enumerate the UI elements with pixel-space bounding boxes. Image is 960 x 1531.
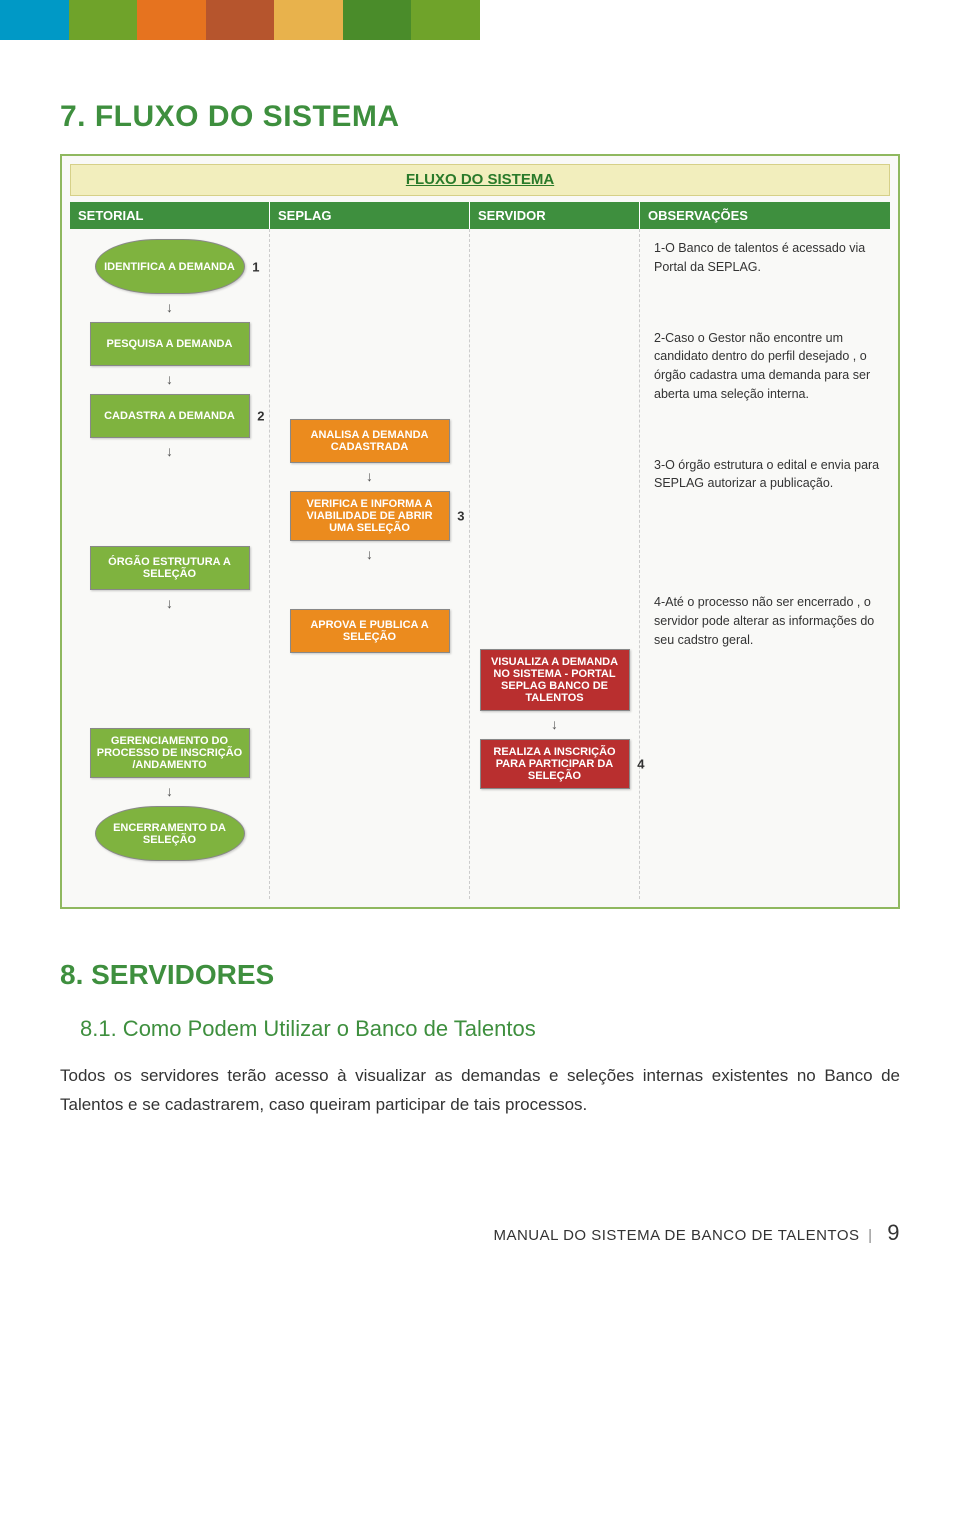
obs-text-1: 1-O Banco de talentos é acessado via Por… [654, 239, 880, 277]
footer-text: MANUAL DO SISTEMA DE BANCO DE TALENTOS [493, 1227, 859, 1244]
node-analisa-demanda: ANALISA A DEMANDA CADASTRADA [290, 419, 450, 463]
obs-text-4: 4-Até o processo não ser encerrado , o s… [654, 593, 880, 649]
node-aprova-publica: APROVA E PUBLICA A SELEÇÃO [290, 609, 450, 653]
node-visualiza-demanda: VISUALIZA A DEMANDA NO SISTEMA - PORTAL … [480, 649, 630, 711]
page-content: 7. FLUXO DO SISTEMA FLUXO DO SISTEMA SET… [0, 40, 960, 1296]
obs-text-3: 3-O órgão estrutura o edital e envia par… [654, 456, 880, 494]
node-pesquisa-demanda: PESQUISA A DEMANDA [90, 322, 250, 366]
header-setorial: SETORIAL [70, 202, 270, 229]
node-gerenciamento: GERENCIAMENTO DO PROCESSO DE INSCRIÇÃO /… [90, 728, 250, 778]
body-paragraph: Todos os servidores terão acesso à visua… [60, 1062, 900, 1120]
flowchart-title-bar: FLUXO DO SISTEMA [70, 164, 890, 196]
lane-servidor: VISUALIZA A DEMANDA NO SISTEMA - PORTAL … [470, 229, 640, 899]
lane-setorial: IDENTIFICA A DEMANDA 1 PESQUISA A DEMAND… [70, 229, 270, 899]
step-number: 1 [252, 259, 259, 274]
flowchart-title: FLUXO DO SISTEMA [406, 171, 554, 188]
step-number: 3 [457, 509, 464, 524]
subsection-title: 8.1. Como Podem Utilizar o Banco de Tale… [80, 1016, 900, 1042]
page-number: 9 [881, 1220, 900, 1245]
page-footer: MANUAL DO SISTEMA DE BANCO DE TALENTOS |… [60, 1220, 900, 1246]
node-cadastra-demanda: CADASTRA A DEMANDA 2 [90, 394, 250, 438]
section-servidores-title: 8. SERVIDORES [60, 959, 900, 991]
top-color-stripe [0, 0, 480, 40]
lane-observacoes: 1-O Banco de talentos é acessado via Por… [640, 229, 890, 899]
header-observacoes: OBSERVAÇÕES [640, 202, 890, 229]
footer-separator: | [864, 1227, 876, 1244]
node-identifica-demanda: IDENTIFICA A DEMANDA 1 [95, 239, 245, 294]
node-encerramento: ENCERRAMENTO DA SELEÇÃO [95, 806, 245, 861]
flowchart-container: FLUXO DO SISTEMA SETORIAL SEPLAG SERVIDO… [60, 154, 900, 909]
header-servidor: SERVIDOR [470, 202, 640, 229]
node-orgao-estrutura: ÓRGÃO ESTRUTURA A SELEÇÃO [90, 546, 250, 590]
node-verifica-viabilidade: VERIFICA E INFORMA A VIABILIDADE DE ABRI… [290, 491, 450, 541]
step-number: 2 [257, 409, 264, 424]
obs-text-2: 2-Caso o Gestor não encontre um candidat… [654, 329, 880, 404]
lane-seplag: ANALISA A DEMANDA CADASTRADA VERIFICA E … [270, 229, 470, 899]
swimlane-headers: SETORIAL SEPLAG SERVIDOR OBSERVAÇÕES [70, 202, 890, 229]
node-realiza-inscricao: REALIZA A INSCRIÇÃO PARA PARTICIPAR DA S… [480, 739, 630, 789]
page-title: 7. FLUXO DO SISTEMA [60, 100, 900, 134]
swimlane-body: IDENTIFICA A DEMANDA 1 PESQUISA A DEMAND… [70, 229, 890, 899]
header-seplag: SEPLAG [270, 202, 470, 229]
